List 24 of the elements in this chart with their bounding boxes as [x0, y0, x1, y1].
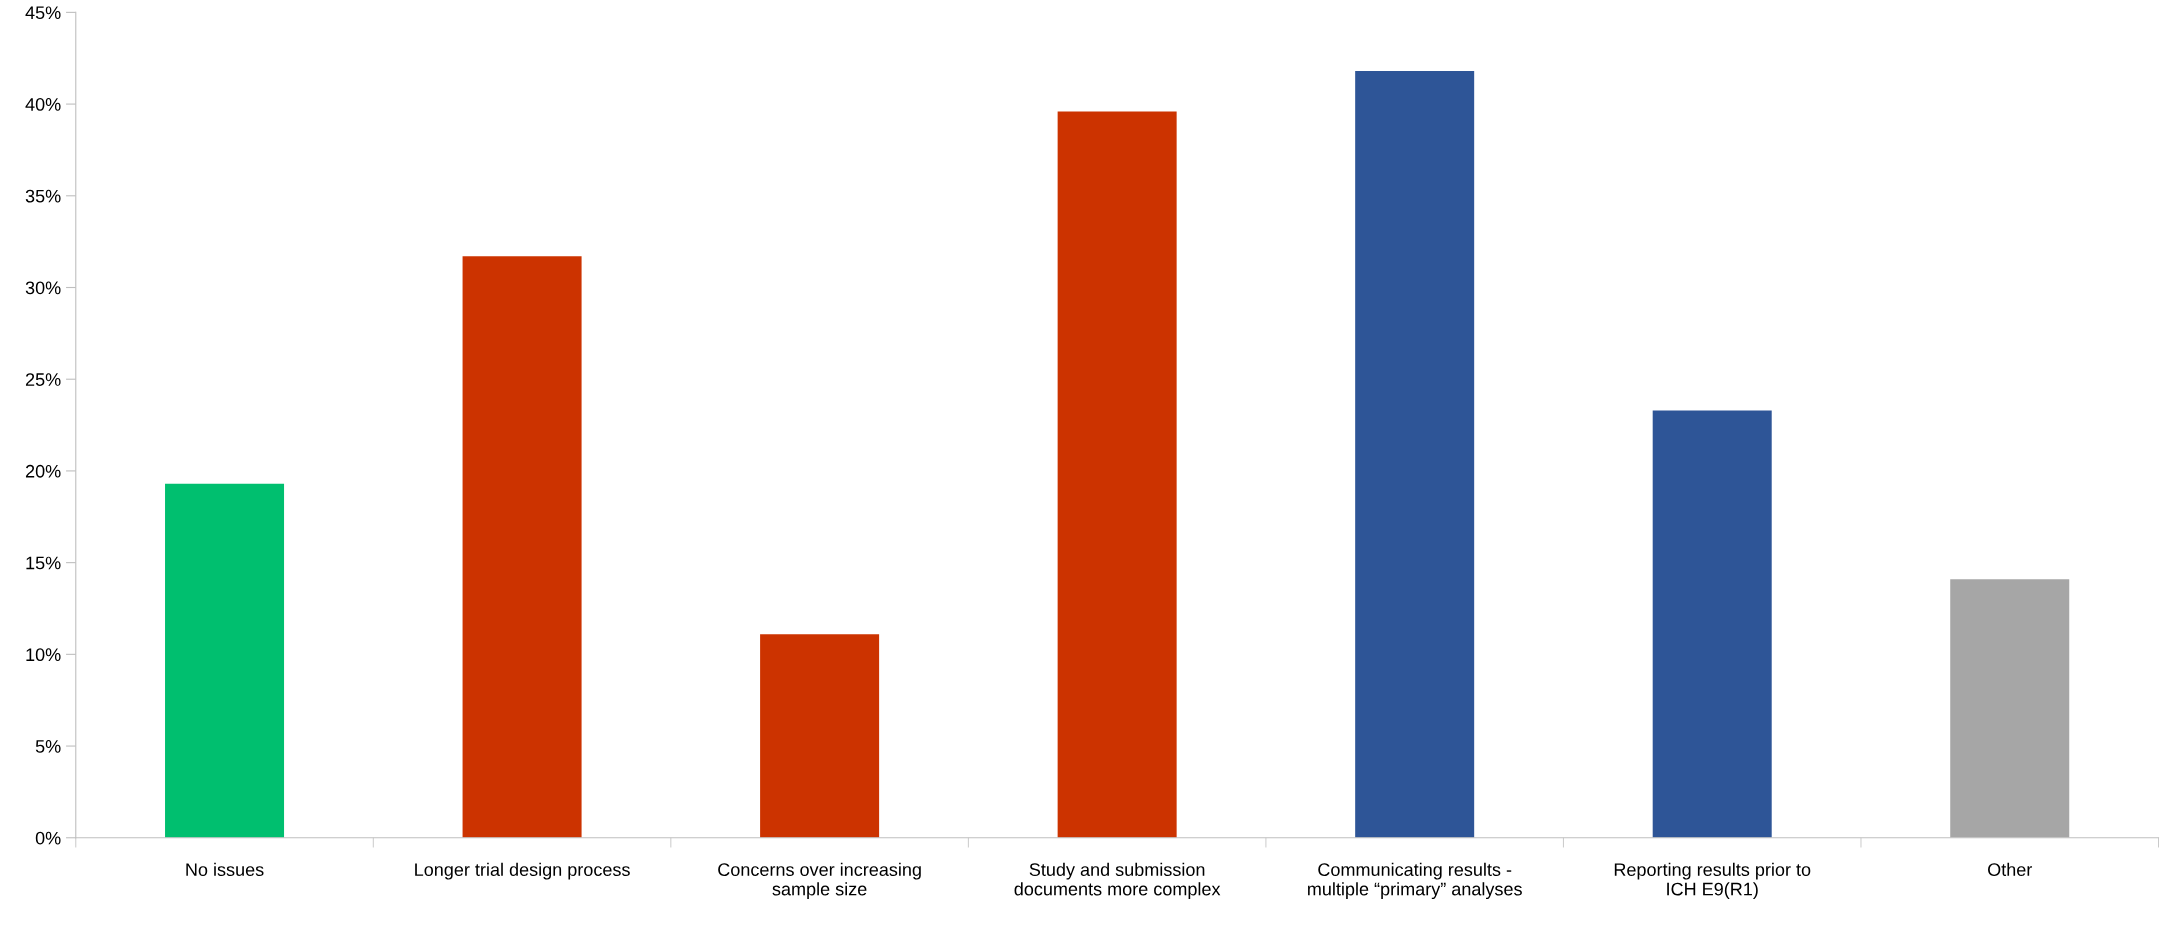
y-tick-label: 20% [25, 464, 61, 478]
y-tick-label: 15% [26, 556, 61, 570]
y-tick-label: 30% [25, 281, 61, 295]
x-tick-label: Other [1988, 862, 2033, 877]
bar [165, 483, 285, 838]
x-tick-label: Reporting results prior to ICH E9(R1) [1614, 862, 1811, 900]
bar [1057, 111, 1177, 838]
y-tick-label: 35% [25, 189, 61, 203]
bar [1652, 410, 1772, 838]
x-tick-label: Concerns over increasing sample size [718, 862, 921, 900]
x-tick-label: Communicating results - multiple “primary” analyses [1308, 862, 1522, 900]
x-tick-label: No issues [186, 862, 264, 877]
bar [1950, 579, 2070, 838]
y-tick-label: 40% [25, 98, 61, 111]
y-tick-label: 0% [35, 831, 61, 845]
y-tick-label: 45% [25, 6, 61, 20]
x-tick-label: Study and submission documents more complex [1014, 862, 1221, 900]
bar [462, 256, 582, 838]
y-tick-label: 25% [25, 373, 61, 386]
x-tick-label: Longer trial design process [415, 862, 630, 880]
bar [1355, 71, 1475, 838]
y-tick-label: 5% [35, 740, 61, 753]
y-tick-label: 10% [26, 648, 61, 662]
bar [760, 634, 880, 838]
